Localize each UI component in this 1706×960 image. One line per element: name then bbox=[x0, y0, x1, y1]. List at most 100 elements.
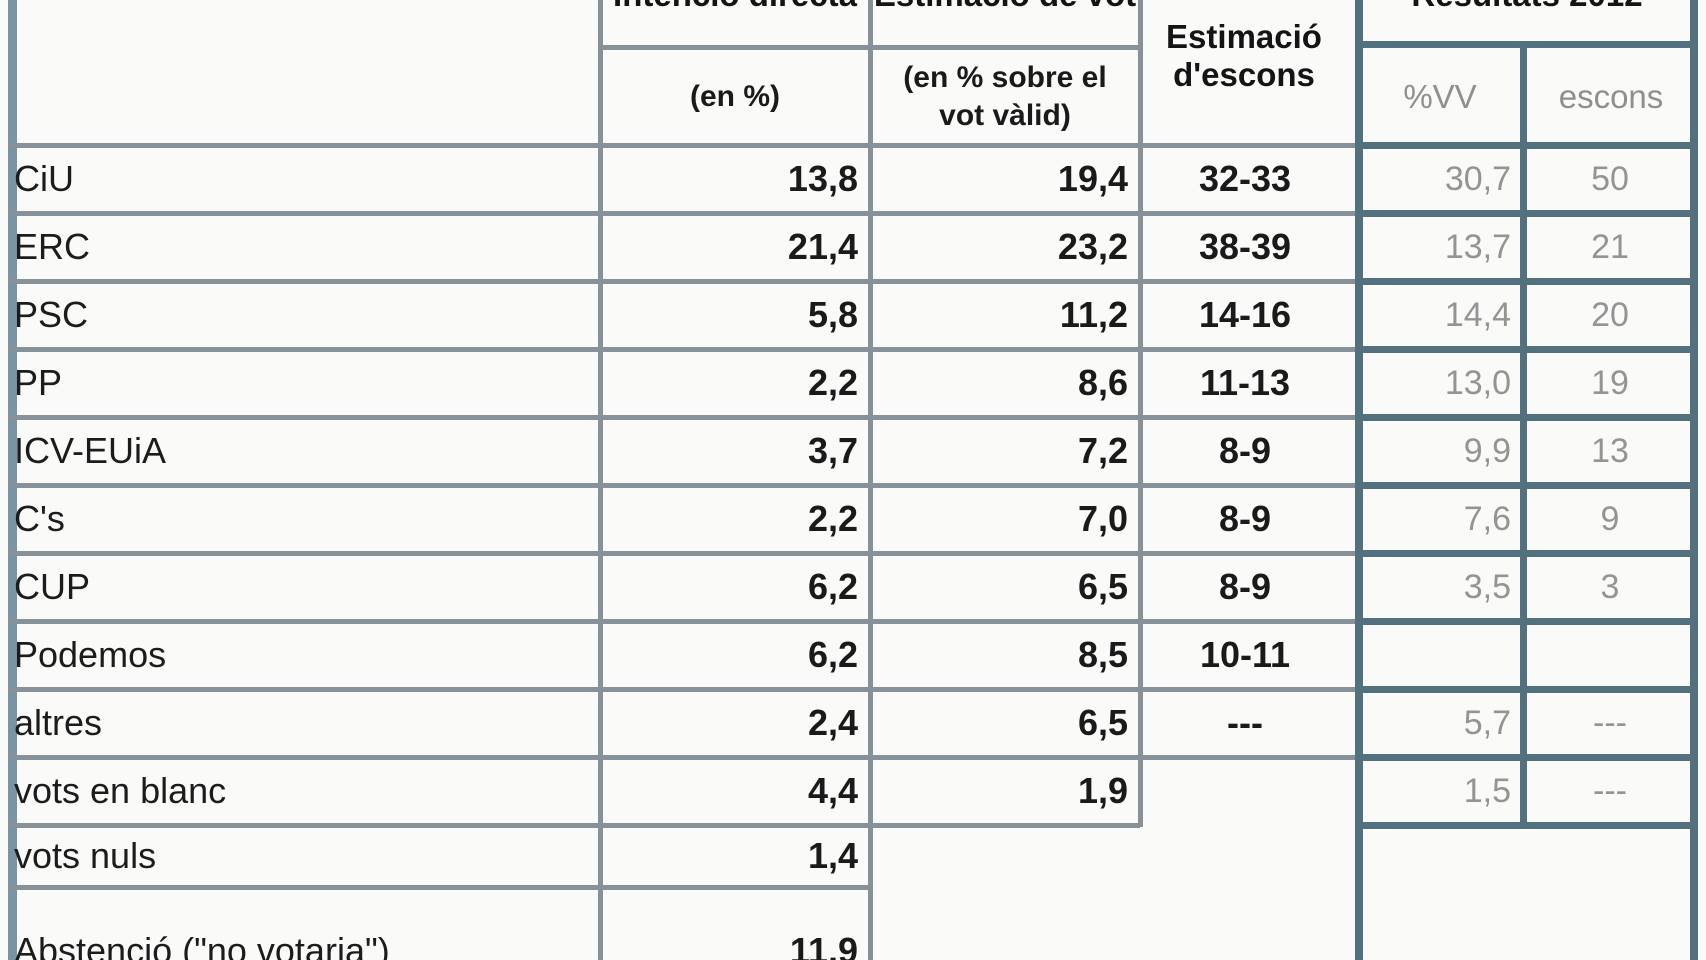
result-2012-pct-value bbox=[1363, 621, 1511, 689]
grid-line-h bbox=[8, 823, 1140, 828]
seat-estimate-value: 8-9 bbox=[1218, 498, 1272, 539]
header-results-2012: Resultats 2012 bbox=[1357, 0, 1697, 16]
result-2012-seats-value bbox=[1530, 621, 1690, 689]
header-seat-estimate-line1: Estimació bbox=[1166, 18, 1322, 55]
grid-line-v bbox=[1138, 0, 1143, 827]
vote-estimate-value: 7,2 bbox=[1077, 430, 1128, 471]
header-vote-estimate: Estimació de vot bbox=[870, 0, 1140, 16]
seat-estimate-value: 10-11 bbox=[1199, 634, 1291, 675]
result-2012-pct-value: 7,6 bbox=[1463, 499, 1511, 538]
result-2012-seats-value: 20 bbox=[1591, 295, 1629, 334]
grid-line-h bbox=[8, 551, 1356, 556]
result-2012-seats-value bbox=[1530, 825, 1690, 887]
grid-line-h bbox=[8, 347, 1356, 352]
vote-estimate-value: 7,0 bbox=[1077, 498, 1128, 539]
table-row: Podemos 6,2 8,5 10-11 bbox=[0, 621, 1706, 689]
direct-intention-value: 11,9 bbox=[789, 930, 858, 960]
result-2012-pct-value: 13,7 bbox=[1444, 227, 1511, 266]
party-label: ERC bbox=[14, 226, 91, 267]
result-2012-seats-value: 50 bbox=[1591, 159, 1629, 198]
direct-intention-value: 1,4 bbox=[807, 835, 858, 876]
grid-line-h bbox=[8, 483, 1356, 488]
table-row: ICV-EUiA 3,7 7,2 8-9 9,9 13 bbox=[0, 417, 1706, 485]
vote-estimate-value: 19,4 bbox=[1057, 158, 1128, 199]
vote-estimate-value: 6,5 bbox=[1077, 566, 1128, 607]
table-row: vots nuls 1,4 bbox=[0, 825, 1706, 887]
seat-estimate-value: 11-13 bbox=[1199, 362, 1291, 403]
seat-estimate-value: 8-9 bbox=[1218, 566, 1272, 607]
result-2012-pct-value: 14,4 bbox=[1444, 295, 1511, 334]
table-row: PP 2,2 8,6 11-13 13,0 19 bbox=[0, 349, 1706, 417]
result-2012-seats-value: --- bbox=[1593, 703, 1627, 742]
party-label: altres bbox=[14, 702, 103, 743]
direct-intention-value: 2,2 bbox=[807, 362, 858, 403]
vote-estimate-value: 1,9 bbox=[1077, 770, 1128, 811]
result-2012-seats-value: --- bbox=[1593, 771, 1627, 810]
result-2012-pct-value: 9,9 bbox=[1463, 431, 1511, 470]
result-2012-pct-value: 5,7 bbox=[1463, 703, 1511, 742]
direct-intention-value: 3,7 bbox=[807, 430, 858, 471]
header-vote-estimate-sub-line2: vot vàlid) bbox=[939, 99, 1071, 132]
direct-intention-value: 13,8 bbox=[787, 158, 858, 199]
seat-estimate-value bbox=[1142, 825, 1348, 887]
party-label: Podemos bbox=[14, 634, 167, 675]
header-results-seats: escons bbox=[1558, 78, 1664, 115]
seat-estimate-value bbox=[1142, 757, 1348, 825]
header-vote-estimate-sub: (en % sobre el vot vàlid) bbox=[870, 50, 1140, 144]
grid-line-v bbox=[1355, 0, 1363, 960]
result-2012-seats-value: 21 bbox=[1591, 227, 1629, 266]
table-row: altres 2,4 6,5 --- 5,7 --- bbox=[0, 689, 1706, 757]
party-label: PP bbox=[14, 362, 63, 403]
result-2012-seats-value bbox=[1530, 887, 1690, 960]
result-2012-pct-value bbox=[1363, 887, 1511, 960]
party-label: Abstenció ("no votaria") bbox=[14, 930, 390, 960]
direct-intention-value: 5,8 bbox=[807, 294, 858, 335]
seat-estimate-value: 8-9 bbox=[1218, 430, 1272, 471]
grid-line-h bbox=[8, 415, 1356, 420]
grid-line-h bbox=[8, 619, 1356, 624]
vote-estimate-value bbox=[872, 887, 1128, 960]
vote-estimate-value: 6,5 bbox=[1077, 702, 1128, 743]
party-label: ICV-EUiA bbox=[14, 430, 167, 471]
grid-line-h bbox=[8, 211, 1356, 216]
seat-estimate-value bbox=[1142, 887, 1348, 960]
vote-estimate-value: 8,5 bbox=[1077, 634, 1128, 675]
result-2012-pct-value: 30,7 bbox=[1444, 159, 1511, 198]
result-2012-seats-value: 9 bbox=[1600, 499, 1620, 538]
grid-line-h bbox=[8, 143, 1356, 148]
vote-estimate-value bbox=[872, 825, 1128, 887]
result-2012-pct-value: 13,0 bbox=[1444, 363, 1511, 402]
grid-line-h bbox=[8, 687, 1356, 692]
result-2012-pct-value: 1,5 bbox=[1463, 771, 1511, 810]
seat-estimate-value: 14-16 bbox=[1198, 294, 1292, 335]
grid-line-v bbox=[1520, 44, 1527, 829]
party-label: vots en blanc bbox=[14, 770, 227, 811]
result-2012-pct-value: 3,5 bbox=[1463, 567, 1511, 606]
result-2012-seats-value: 13 bbox=[1591, 431, 1629, 470]
result-2012-pct-value bbox=[1363, 825, 1511, 887]
party-label: CUP bbox=[14, 566, 91, 607]
grid-line-h bbox=[8, 755, 1356, 760]
grid-line-h bbox=[8, 885, 872, 890]
table-row: ERC 21,4 23,2 38-39 13,7 21 bbox=[0, 213, 1706, 281]
party-label: vots nuls bbox=[14, 835, 157, 876]
seat-estimate-value: 38-39 bbox=[1198, 226, 1292, 267]
direct-intention-value: 6,2 bbox=[807, 566, 858, 607]
table-row: PSC 5,8 11,2 14-16 14,4 20 bbox=[0, 281, 1706, 349]
vote-estimate-value: 8,6 bbox=[1077, 362, 1128, 403]
table-row: vots en blanc 4,4 1,9 1,5 --- bbox=[0, 757, 1706, 825]
grid-line-h bbox=[8, 279, 1356, 284]
header-seat-estimate-line2: d'escons bbox=[1173, 56, 1315, 93]
party-label: CiU bbox=[14, 158, 74, 199]
direct-intention-value: 4,4 bbox=[807, 770, 858, 811]
header-vote-estimate-sub-line1: (en % sobre el bbox=[903, 61, 1107, 94]
result-2012-seats-value: 19 bbox=[1591, 363, 1629, 402]
result-2012-seats-value: 3 bbox=[1600, 567, 1620, 606]
table-row: Abstenció ("no votaria") 11,9 bbox=[0, 887, 1706, 960]
direct-intention-value: 2,4 bbox=[807, 702, 858, 743]
table-left-border bbox=[8, 0, 17, 960]
vote-estimate-value: 11,2 bbox=[1059, 294, 1128, 335]
grid-line-v bbox=[1690, 0, 1698, 960]
direct-intention-value: 6,2 bbox=[807, 634, 858, 675]
